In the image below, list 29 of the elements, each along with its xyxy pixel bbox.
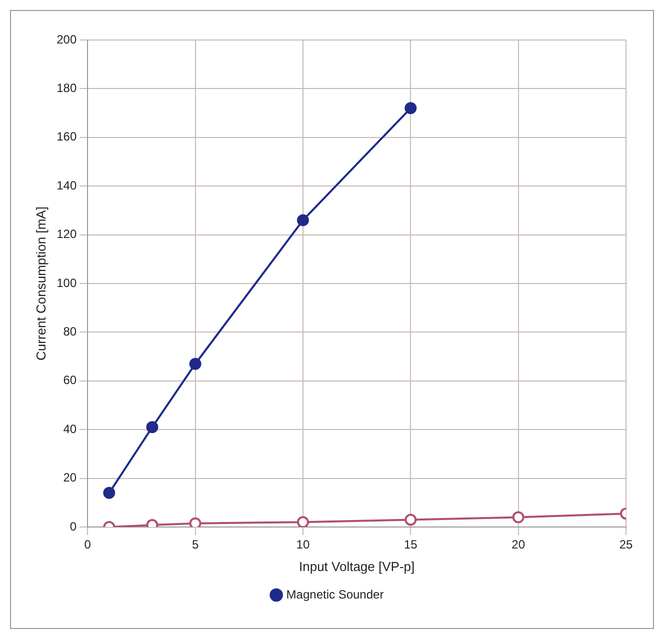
y-tick-label: 80 (63, 324, 77, 339)
point (512, 511, 524, 524)
point (296, 214, 309, 226)
y-tick-label: 100 (56, 276, 77, 290)
point (146, 421, 158, 434)
y-tick-label: 20 (63, 470, 77, 485)
x-tick-label: 0 (84, 538, 92, 552)
x-tick-label: 20 (512, 538, 526, 552)
y-tick-label: 160 (56, 130, 77, 144)
y-tick-label: 120 (56, 227, 77, 242)
x-tick-label: 25 (619, 538, 633, 552)
point (189, 358, 202, 370)
y-tick-label: 200 (56, 32, 77, 46)
y-tick-label: 60 (63, 373, 77, 388)
x-axis-title: Input Voltage [VP-p] (298, 558, 415, 574)
y-tick-label: 140 (56, 178, 77, 192)
point (103, 486, 116, 499)
point (189, 517, 202, 527)
y-tick-label: 180 (56, 81, 77, 96)
point (296, 516, 309, 527)
point (404, 102, 417, 114)
x-tick-label: 5 (192, 538, 199, 552)
y-tick-label: 0 (70, 519, 77, 534)
y-axis-title: Current Consumption [mA] (33, 206, 48, 360)
x-tick-label: 15 (404, 538, 418, 552)
legend-label: Magnetic Sounder (286, 587, 384, 602)
point (404, 514, 417, 526)
y-tick-label: 40 (63, 422, 77, 436)
x-tick-label: 10 (296, 538, 310, 552)
